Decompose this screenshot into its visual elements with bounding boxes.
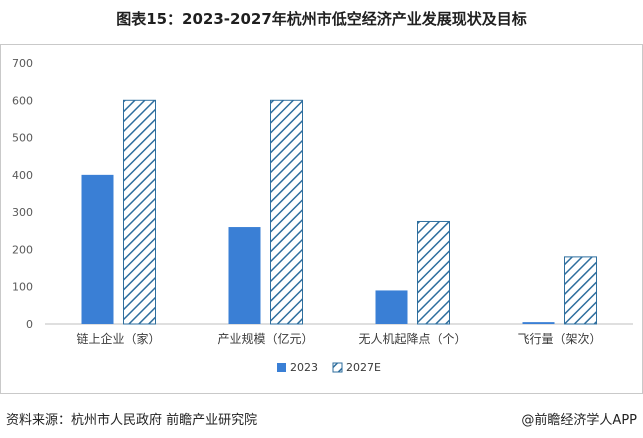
bar-2027E-2 <box>417 220 450 325</box>
category-label: 飞行量（架次） <box>517 332 601 346</box>
chart-frame: 0 100 200 300 400 500 600 700 链上企业（家） 产业规模（亿元） 无人… <box>0 44 643 394</box>
bar-2023-0 <box>81 174 114 324</box>
bar-2027E-3 <box>564 256 597 325</box>
chart-footer: 资料来源：杭州市人民政府 前瞻产业研究院 @前瞻经济学人APP <box>6 405 637 431</box>
legend-label-2027E: 2027E <box>346 361 381 374</box>
source-note: 资料来源：杭州市人民政府 前瞻产业研究院 <box>6 413 258 428</box>
category-label: 产业规模（亿元） <box>217 331 313 346</box>
legend-swatch-2023 <box>277 363 286 372</box>
y-tick-label: 0 <box>26 318 33 331</box>
y-tick-label: 100 <box>12 281 33 294</box>
credit-note: @前瞻经济学人APP <box>521 413 637 428</box>
category-label: 链上企业（家） <box>76 331 160 346</box>
bar-2027E-0 <box>123 99 156 325</box>
bar-chart: 0 100 200 300 400 500 600 700 链上企业（家） 产业规模（亿元） 无人… <box>12 57 633 374</box>
y-tick-label: 200 <box>12 243 33 256</box>
legend-swatch-2027E <box>332 362 343 373</box>
y-tick-label: 600 <box>12 94 33 107</box>
bar-2023-2 <box>375 290 408 324</box>
bar-2023-1 <box>228 227 261 324</box>
y-tick-label: 300 <box>12 206 33 219</box>
y-tick-label: 500 <box>12 132 33 145</box>
bar-2027E-1 <box>270 99 303 325</box>
y-tick-label: 700 <box>12 57 33 70</box>
category-label: 无人机起降点（个） <box>358 332 466 346</box>
y-tick-label: 400 <box>12 169 33 182</box>
chart-title: 图表15：2023-2027年杭州市低空经济产业发展现状及目标 <box>116 10 527 28</box>
bar-2023-3 <box>522 322 555 324</box>
legend-label-2023: 2023 <box>290 361 318 374</box>
